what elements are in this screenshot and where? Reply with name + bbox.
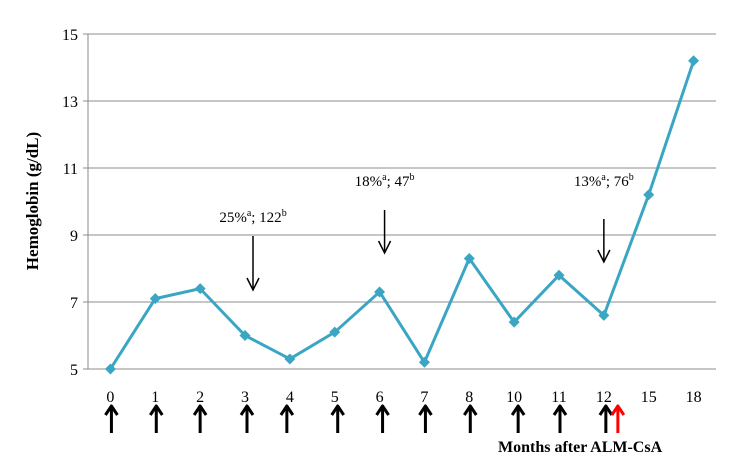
annotation-superscript: a xyxy=(601,172,606,183)
annotation-arrow-head xyxy=(597,249,611,264)
y-tick-labels: 5 7 9 11 13 15 xyxy=(62,27,78,379)
x-tick-label: 7 xyxy=(420,389,428,406)
data-point xyxy=(598,309,610,321)
x-tick-label: 2 xyxy=(196,389,204,406)
dose-arrow-black-head xyxy=(279,404,295,416)
x-tick-label: 5 xyxy=(331,389,339,406)
x-tick-label: 12 xyxy=(596,389,612,406)
x-tick-label: 0 xyxy=(106,389,114,406)
dose-arrow-black-head xyxy=(552,404,568,416)
annotation-superscript: b xyxy=(282,208,287,219)
dose-arrow-black-head xyxy=(192,404,208,416)
x-tick-label: 8 xyxy=(465,389,473,406)
dose-arrow-black-head xyxy=(418,404,433,416)
data-point xyxy=(508,316,520,328)
y-tick-label: 5 xyxy=(70,362,78,379)
data-point xyxy=(194,283,206,295)
data-point xyxy=(688,55,700,67)
gridlines xyxy=(83,33,716,370)
data-point xyxy=(418,356,430,368)
annotation-superscript: a xyxy=(382,172,387,183)
y-tick-label: 9 xyxy=(70,228,78,245)
y-tick-label: 11 xyxy=(63,161,78,178)
annotation-text: ; 122 xyxy=(251,210,281,226)
data-point xyxy=(284,353,296,365)
x-tick-label: 15 xyxy=(641,389,657,406)
x-tick-label: 18 xyxy=(686,389,702,406)
x-tick-label: 6 xyxy=(376,389,384,406)
annotation-label: 25%a; 122b xyxy=(219,208,286,226)
annotation-superscript: b xyxy=(410,172,415,183)
annotation-text: 13% xyxy=(574,174,602,190)
data-point xyxy=(643,189,655,201)
data-point xyxy=(553,269,565,281)
dose-arrow-black-head xyxy=(375,404,390,416)
dose-arrow-black-head xyxy=(239,404,255,416)
annotation-label: 18%a; 47b xyxy=(355,172,415,190)
x-tick-label: 3 xyxy=(241,389,249,406)
annotation-arrow-head xyxy=(377,240,392,255)
dose-arrow-black-head xyxy=(330,404,345,416)
x-tick-label: 1 xyxy=(151,389,159,406)
x-tick-labels: 0 1 2 3 4 5 6 7 8 10 11 12 15 18 xyxy=(106,389,701,406)
annotation-text: 25% xyxy=(219,210,247,226)
y-tick-label: 13 xyxy=(62,94,78,111)
series-markers xyxy=(104,55,700,375)
data-point xyxy=(374,286,386,298)
dose-arrow-black-head xyxy=(510,404,526,416)
x-axis-label: Months after ALM-CsA xyxy=(498,439,663,456)
data-point xyxy=(239,330,251,341)
annotation-superscript: a xyxy=(247,208,252,219)
dose-arrow-black-head xyxy=(149,404,164,416)
annotation-text: 18% xyxy=(355,174,383,190)
annotation-arrow-head xyxy=(246,277,260,292)
dose-arrows xyxy=(104,404,626,433)
dose-arrow-black-head xyxy=(104,404,119,416)
data-point xyxy=(104,363,116,375)
dose-arrow-black-head xyxy=(598,404,614,416)
y-axis-label: Hemoglobin (g/dL) xyxy=(23,132,42,270)
dose-arrow-red-head xyxy=(610,404,626,416)
y-tick-label: 15 xyxy=(62,27,78,44)
x-tick-label: 4 xyxy=(286,389,294,406)
x-tick-label: 10 xyxy=(506,389,522,406)
y-tick-label: 7 xyxy=(70,295,78,312)
dose-arrow-black-head xyxy=(463,404,478,416)
annotation-superscript: b xyxy=(629,172,634,183)
annotation-text: ; 47 xyxy=(387,174,410,190)
data-point xyxy=(463,252,475,264)
annotation-text: ; 76 xyxy=(606,174,629,190)
data-point xyxy=(329,326,341,338)
series-line xyxy=(109,60,696,370)
x-tick-label: 11 xyxy=(551,389,566,406)
data-point xyxy=(149,293,161,305)
annotation-label: 13%a; 76b xyxy=(574,172,634,190)
